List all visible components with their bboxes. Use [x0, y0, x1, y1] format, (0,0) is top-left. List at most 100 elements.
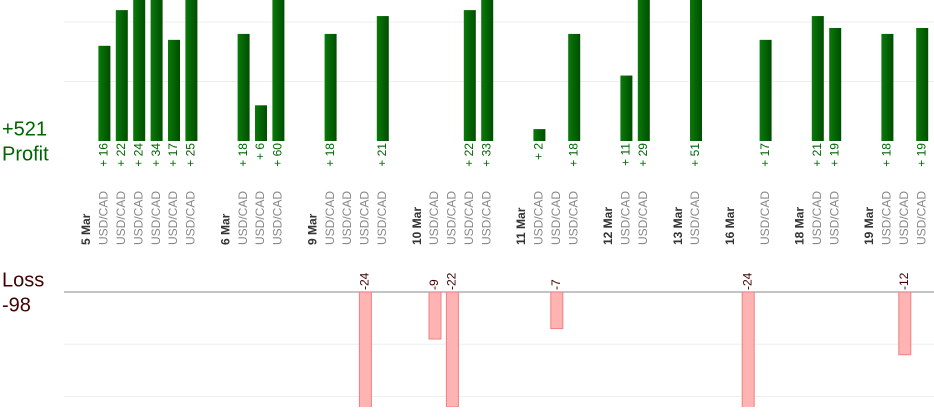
bar: [741, 292, 755, 407]
symbol-label: USD/CAD: [688, 191, 702, 245]
bar: [150, 0, 163, 141]
loss-total: -98: [2, 294, 31, 316]
date-label: 10 Mar: [410, 207, 424, 245]
bars: [358, 292, 912, 407]
symbol-label: USD/CAD: [271, 191, 285, 245]
bar: [272, 0, 285, 141]
symbol-label: USD/CAD: [236, 191, 250, 245]
symbol-label: USD/CAD: [914, 191, 928, 245]
date-label: 18 Mar: [793, 207, 807, 245]
value-label: + 11: [619, 143, 633, 166]
symbol-label: USD/CAD: [445, 191, 459, 245]
value-label: + 17: [758, 143, 772, 167]
value-label: + 29: [636, 143, 650, 167]
symbol-label: USD/CAD: [566, 191, 580, 245]
value-label: + 60: [271, 143, 285, 167]
value-label: + 2: [532, 143, 546, 160]
value-label: + 22: [114, 143, 128, 167]
bar: [185, 0, 198, 141]
symbol-label: USD/CAD: [880, 191, 894, 245]
value-label: -24: [358, 272, 372, 290]
bar: [620, 75, 633, 141]
value-label: + 24: [131, 143, 145, 167]
value-label: + 34: [149, 143, 163, 167]
symbol-label: USD/CAD: [532, 191, 546, 245]
value-label: -9: [427, 279, 441, 290]
value-label: + 16: [97, 143, 111, 167]
bar: [324, 33, 337, 141]
bar: [133, 0, 146, 141]
value-label: -7: [549, 279, 563, 290]
symbol-label: USD/CAD: [827, 191, 841, 245]
date-label: 9 Mar: [305, 213, 319, 245]
symbol-label: USD/CAD: [462, 191, 476, 245]
value-label: + 51: [688, 143, 702, 167]
value-label: -24: [740, 272, 754, 290]
symbol-label: USD/CAD: [479, 191, 493, 245]
value-label: + 19: [914, 143, 928, 167]
date-label: 5 Mar: [79, 213, 93, 245]
bar: [916, 27, 929, 141]
bar: [98, 45, 111, 141]
symbol-label: USD/CAD: [166, 191, 180, 245]
symbol-label: USD/CAD: [636, 191, 650, 245]
value-label: -22: [445, 272, 459, 290]
symbol-label: USD/CAD: [758, 191, 772, 245]
symbol-label: USD/CAD: [323, 191, 337, 245]
bar: [481, 0, 494, 141]
symbol-label: USD/CAD: [253, 191, 267, 245]
date-label: 16 Mar: [723, 207, 737, 245]
bar: [811, 16, 824, 141]
symbol-label: USD/CAD: [184, 191, 198, 245]
bar: [637, 0, 650, 141]
date-label: 6 Mar: [218, 213, 232, 245]
value-label: + 33: [479, 143, 493, 167]
bar: [428, 292, 442, 340]
symbol-label: USD/CAD: [358, 191, 372, 245]
symbol-label: USD/CAD: [340, 191, 354, 245]
symbol-label: USD/CAD: [549, 191, 563, 245]
value-label: + 18: [880, 143, 894, 167]
value-label: + 19: [827, 143, 841, 167]
value-label: + 6: [253, 143, 267, 160]
date-label: 12 Mar: [601, 207, 615, 245]
bar: [168, 39, 180, 141]
profit-total: +521: [2, 118, 47, 140]
loss-label: Loss: [2, 269, 44, 291]
bar: [358, 292, 372, 407]
value-label: + 25: [184, 143, 198, 167]
bar: [463, 10, 476, 141]
bar: [445, 292, 459, 407]
bar: [376, 16, 389, 141]
bar: [255, 105, 267, 141]
value-label: + 21: [375, 143, 389, 167]
date-label: 13 Mar: [671, 207, 685, 245]
symbol-label: USD/CAD: [897, 191, 911, 245]
value-label: + 18: [566, 143, 580, 167]
bar: [550, 292, 564, 330]
bar: [759, 39, 772, 141]
symbol-label: USD/CAD: [97, 191, 111, 245]
value-label: + 18: [236, 143, 250, 167]
symbol-label: USD/CAD: [619, 191, 633, 245]
profit-label: Profit: [2, 143, 49, 165]
symbol-label: USD/CAD: [375, 191, 389, 245]
bar: [881, 33, 894, 141]
symbol-label: USD/CAD: [131, 191, 145, 245]
bar: [690, 0, 702, 141]
value-label: + 18: [323, 143, 337, 167]
bar: [568, 33, 581, 141]
value-label: + 21: [810, 143, 824, 167]
bars: [98, 0, 929, 141]
symbol-label: USD/CAD: [810, 191, 824, 245]
symbol-label: USD/CAD: [149, 191, 163, 245]
date-label: 19 Mar: [862, 207, 876, 245]
value-label: -12: [897, 272, 911, 290]
value-label: + 22: [462, 143, 476, 167]
date-label: 11 Mar: [514, 207, 528, 245]
bar: [829, 27, 842, 141]
bar: [237, 33, 250, 141]
bar: [115, 10, 128, 141]
bar: [533, 129, 546, 141]
